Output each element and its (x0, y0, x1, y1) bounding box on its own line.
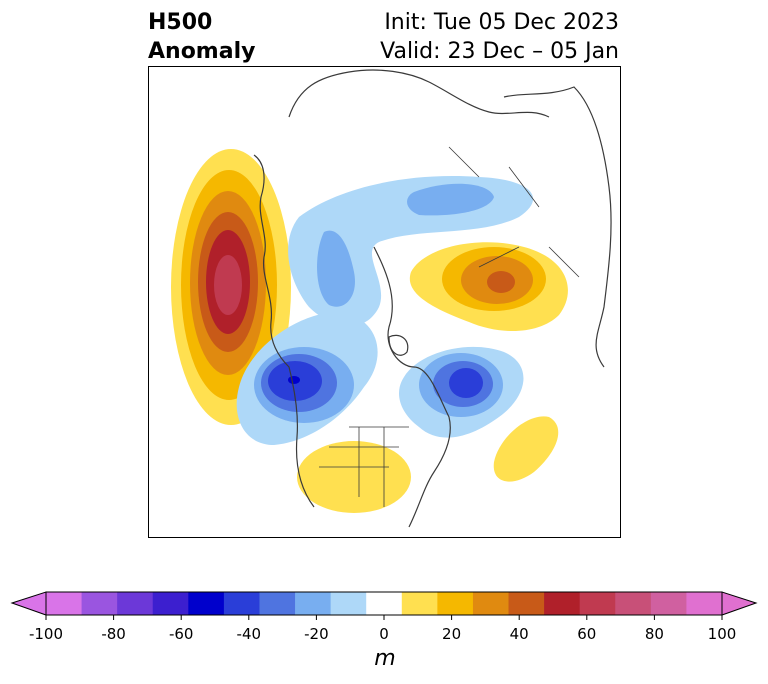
colorbar-tick-label: -80 (101, 625, 126, 643)
colorbar-tick-label: 100 (707, 625, 737, 643)
title-field: Anomaly (148, 39, 256, 64)
coastline-arctic (288, 69, 550, 118)
colorbar-bin (295, 592, 332, 615)
colorbar-bin (259, 592, 296, 615)
colorbar-tick-label: 40 (509, 625, 529, 643)
colorbar-bin (152, 592, 189, 615)
colorbar-bin (223, 592, 260, 615)
ridge-eurasia (409, 242, 568, 332)
contour-neg20b (317, 230, 355, 307)
contour-40 (487, 271, 515, 293)
contour-neg20 (407, 183, 494, 216)
ridge-atlantic (493, 416, 559, 482)
coastline-eurasia (503, 86, 612, 368)
colorbar-tick-label: 60 (577, 625, 597, 643)
contour-neg50 (288, 376, 300, 384)
colorbar-over-arrow (721, 591, 758, 616)
colorbar-bin (188, 592, 225, 615)
colorbar-bin (366, 592, 403, 615)
colorbar-bin (117, 592, 154, 615)
colorbar-tick-label: -100 (28, 625, 64, 643)
ridge-southern-us (297, 441, 411, 513)
map-svg (171, 69, 612, 528)
trough-west (236, 312, 378, 445)
contour-60 (214, 255, 242, 315)
trough-east-canada (399, 346, 524, 438)
colorbar-bin (46, 592, 83, 615)
colorbar-tick-label: -20 (304, 625, 329, 643)
colorbar-tick-label: 80 (644, 625, 664, 643)
coastline-west-na (253, 154, 315, 508)
chart-title-right: Init: Tue 05 Dec 2023 Valid: 23 Dec – 05… (380, 8, 619, 66)
colorbar-bin (81, 592, 118, 615)
contour-neg40 (449, 368, 483, 398)
colorbar-tick-label: -60 (168, 625, 194, 643)
coastlines (253, 69, 612, 528)
colorbar-tick-label: 0 (379, 625, 389, 643)
init-date: Init: Tue 05 Dec 2023 (384, 10, 619, 35)
chart-title-left: H500 Anomaly (148, 8, 255, 66)
colorbar-unit-label: m (374, 646, 396, 671)
trough-arctic (288, 176, 534, 326)
valid-range: Valid: 23 Dec – 05 Jan (380, 39, 619, 64)
colorbar (10, 591, 758, 620)
colorbar-tick-label: 20 (442, 625, 462, 643)
colorbar-bin (472, 592, 510, 615)
anomaly-map (148, 66, 621, 538)
colorbar-bin (401, 592, 438, 615)
colorbar-bin (579, 592, 616, 615)
colorbar-tick-label: -40 (236, 625, 262, 643)
colorbar-bin (686, 592, 723, 615)
colorbar-bin (615, 592, 652, 615)
colorbar-bin (544, 592, 581, 615)
colorbar-bin (508, 592, 545, 615)
coastline-island (388, 334, 409, 356)
coastline-hudson-east (373, 246, 451, 528)
borders-eurasia (448, 146, 580, 278)
colorbar-bin (437, 592, 474, 615)
title-variable: H500 (148, 10, 213, 35)
colorbar-under-arrow (10, 591, 47, 616)
colorbar-bin (650, 592, 687, 615)
borders-us (319, 426, 409, 507)
colorbar-bin (330, 592, 367, 615)
